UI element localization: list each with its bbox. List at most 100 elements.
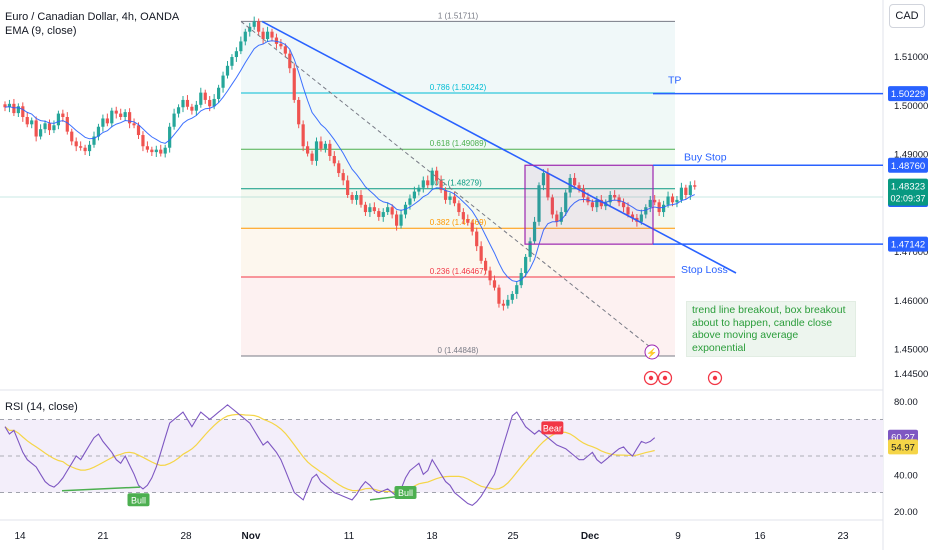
candle-body	[581, 188, 586, 198]
candle-body	[163, 147, 167, 154]
candle-body	[274, 37, 279, 44]
fibonacci-retracement[interactable]: 1 (1.51711) 0.786 (1.50242) 0.618 (1.49089…	[241, 11, 675, 357]
candle-body	[550, 197, 554, 215]
candle-body	[217, 87, 221, 99]
candle-body	[74, 141, 78, 147]
lightning-icon	[644, 344, 660, 360]
time-tick-label: Nov	[242, 531, 261, 542]
price-tick-label: 1.49000	[894, 150, 928, 161]
candle-body	[452, 196, 457, 204]
candle-body	[12, 103, 16, 114]
candle-body	[292, 68, 296, 100]
candle-body	[368, 207, 372, 213]
candle-body	[297, 99, 301, 125]
candle-body	[448, 196, 452, 200]
candle-body	[168, 126, 172, 148]
rsi-line	[4, 404, 656, 507]
candle-body	[52, 125, 56, 131]
candle-body	[332, 156, 336, 164]
candle-body	[83, 147, 87, 152]
candle-body	[577, 185, 581, 189]
signal-badge	[394, 485, 417, 499]
candle-body	[350, 195, 354, 200]
candle-body	[399, 214, 403, 226]
candle-body	[150, 149, 154, 153]
tp-label: TP	[668, 75, 681, 87]
candle-body	[457, 203, 461, 213]
time-tick-label: 14	[14, 531, 26, 542]
candle-body	[555, 214, 559, 222]
candle-body	[421, 180, 425, 188]
current-price-tag	[888, 178, 928, 206]
candle-body	[337, 163, 341, 174]
candle-body	[132, 123, 136, 126]
candle-body	[484, 260, 488, 271]
drawings-layer[interactable]: TP Buy Stop Stop Loss ⚡	[240, 20, 883, 386]
candle-body	[288, 53, 292, 69]
candle-body	[430, 170, 434, 186]
ema-line	[4, 40, 695, 283]
candle-body	[279, 43, 283, 47]
candle-body	[56, 113, 60, 126]
candle-body	[679, 187, 683, 200]
rsi-legend: RSI (14, close)	[5, 401, 78, 413]
candle-body	[261, 31, 265, 39]
candle-body	[43, 123, 47, 130]
candle-body	[426, 180, 430, 186]
price-tag-label: 1.47142	[891, 240, 925, 251]
candle-body	[644, 207, 648, 215]
candle-body	[145, 146, 149, 150]
candle-body	[626, 207, 630, 215]
candle-body	[443, 190, 448, 200]
stop-loss-label: Stop Loss	[681, 264, 728, 276]
candlestick-series	[3, 16, 697, 311]
signal-label: Bull	[131, 495, 146, 505]
candle-body	[208, 99, 212, 107]
candle-body	[613, 195, 617, 198]
candle-body	[475, 231, 479, 247]
candle-body	[506, 299, 510, 306]
candle-body	[395, 214, 399, 226]
candle-body	[666, 196, 670, 205]
countdown-label: 02:09:37	[890, 194, 925, 204]
candle-body	[501, 303, 505, 306]
candle-body	[510, 293, 514, 300]
rsi-ma-tag	[888, 439, 918, 455]
candle-body	[3, 104, 7, 108]
candle-body	[617, 197, 621, 203]
candle-body	[39, 129, 43, 137]
currency-selector[interactable]: CAD	[889, 4, 925, 28]
time-tick-label: 28	[180, 531, 192, 542]
price-tick-label: 1.47000	[894, 247, 928, 258]
fib-level-label: 0.236 (1.46467)	[430, 267, 487, 276]
buy-stop-label: Buy Stop	[684, 151, 727, 163]
candle-body	[248, 26, 252, 32]
price-tag	[888, 157, 928, 173]
candle-body	[65, 117, 69, 132]
price-tick-label: 1.46000	[894, 296, 928, 307]
candle-body	[265, 31, 270, 39]
candle-body	[670, 196, 675, 203]
rsi-tick-label: 80.00	[894, 397, 918, 408]
candle-body	[319, 141, 323, 149]
candle-body	[87, 144, 92, 152]
price-tag	[888, 86, 928, 102]
candle-body	[79, 146, 83, 148]
candle-body	[96, 126, 101, 137]
signal-label: Bear	[543, 423, 562, 433]
candle-body	[101, 118, 105, 127]
candle-body	[119, 113, 123, 117]
candle-body	[92, 136, 96, 145]
candle-body	[488, 270, 492, 281]
candle-body	[16, 106, 20, 114]
candle-body	[537, 185, 541, 222]
candle-body	[25, 117, 29, 125]
candle-body	[123, 112, 127, 117]
candle-body	[114, 110, 118, 114]
candle-body	[439, 180, 443, 191]
candle-body	[541, 173, 546, 186]
candle-body	[608, 195, 612, 203]
candle-body	[657, 202, 661, 213]
candle-body	[470, 222, 474, 232]
